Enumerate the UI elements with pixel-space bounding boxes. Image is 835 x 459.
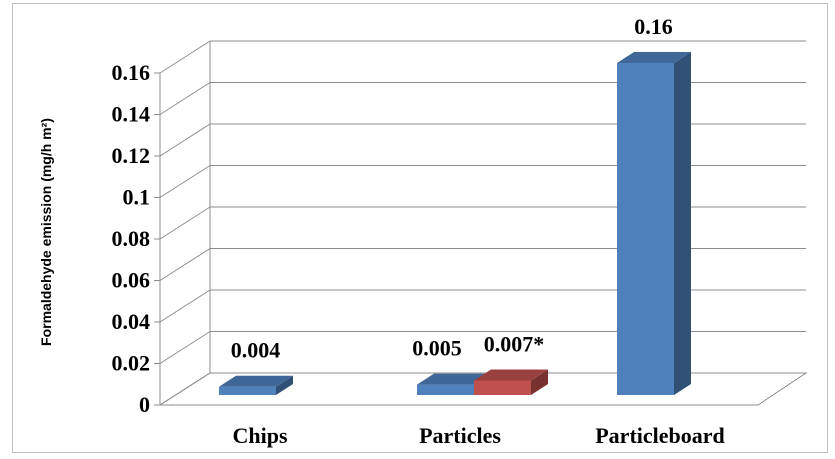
x-axis-categories: Chips Particles Particleboard xyxy=(232,423,724,448)
bar-front xyxy=(417,384,474,395)
data-label: 0.16 xyxy=(634,14,673,39)
bar-front xyxy=(617,63,674,395)
gridline-side xyxy=(159,372,211,406)
y-tick-label: 0.16 xyxy=(112,60,151,85)
x-category-label: Chips xyxy=(232,423,287,448)
data-labels: 0.004 0.005 0.007* 0.16 xyxy=(231,14,673,363)
chart-frame xyxy=(12,3,828,453)
bar-side xyxy=(276,375,293,395)
y-tick-label: 0.08 xyxy=(112,226,151,251)
y-tick-label: 0.04 xyxy=(112,309,151,334)
data-label: 0.004 xyxy=(231,338,281,363)
bar-front xyxy=(219,386,276,395)
bar-top xyxy=(474,369,548,381)
x-category-label: Particles xyxy=(419,423,501,448)
gridline-side xyxy=(159,248,211,281)
y-tick-label: 0.02 xyxy=(112,351,151,376)
gridlines xyxy=(154,40,808,406)
gridline-side xyxy=(159,331,211,364)
bar-front xyxy=(474,380,531,395)
bars xyxy=(219,52,691,395)
gridline-side xyxy=(159,165,211,198)
y-axis-ticks: 0 0.02 0.04 0.06 0.08 0.1 0.12 0.14 0.16 xyxy=(112,60,151,417)
y-tick-label: 0.1 xyxy=(123,185,151,210)
bar xyxy=(474,369,548,395)
data-label: 0.007* xyxy=(484,331,545,356)
gridline-side xyxy=(159,123,211,157)
bar-top xyxy=(617,52,691,63)
y-tick-label: 0.12 xyxy=(112,143,151,168)
gridline-side xyxy=(159,82,211,115)
gridline-side xyxy=(159,40,211,74)
gridline-side xyxy=(159,289,211,323)
bar xyxy=(617,52,691,395)
bar-side xyxy=(531,369,548,395)
y-tick-label: 0.14 xyxy=(112,102,151,127)
bar-top xyxy=(219,375,293,387)
y-tick-label: 0.06 xyxy=(112,268,151,293)
data-label: 0.005 xyxy=(412,336,462,361)
x-category-label: Particleboard xyxy=(595,423,725,448)
bar-side xyxy=(674,52,691,395)
bar-top xyxy=(417,373,491,385)
bar xyxy=(219,375,293,395)
gridline-side xyxy=(159,206,211,240)
y-tick-label: 0 xyxy=(139,392,150,417)
y-axis-label: Formaldehyde emission (mg/h m²) xyxy=(38,118,54,346)
